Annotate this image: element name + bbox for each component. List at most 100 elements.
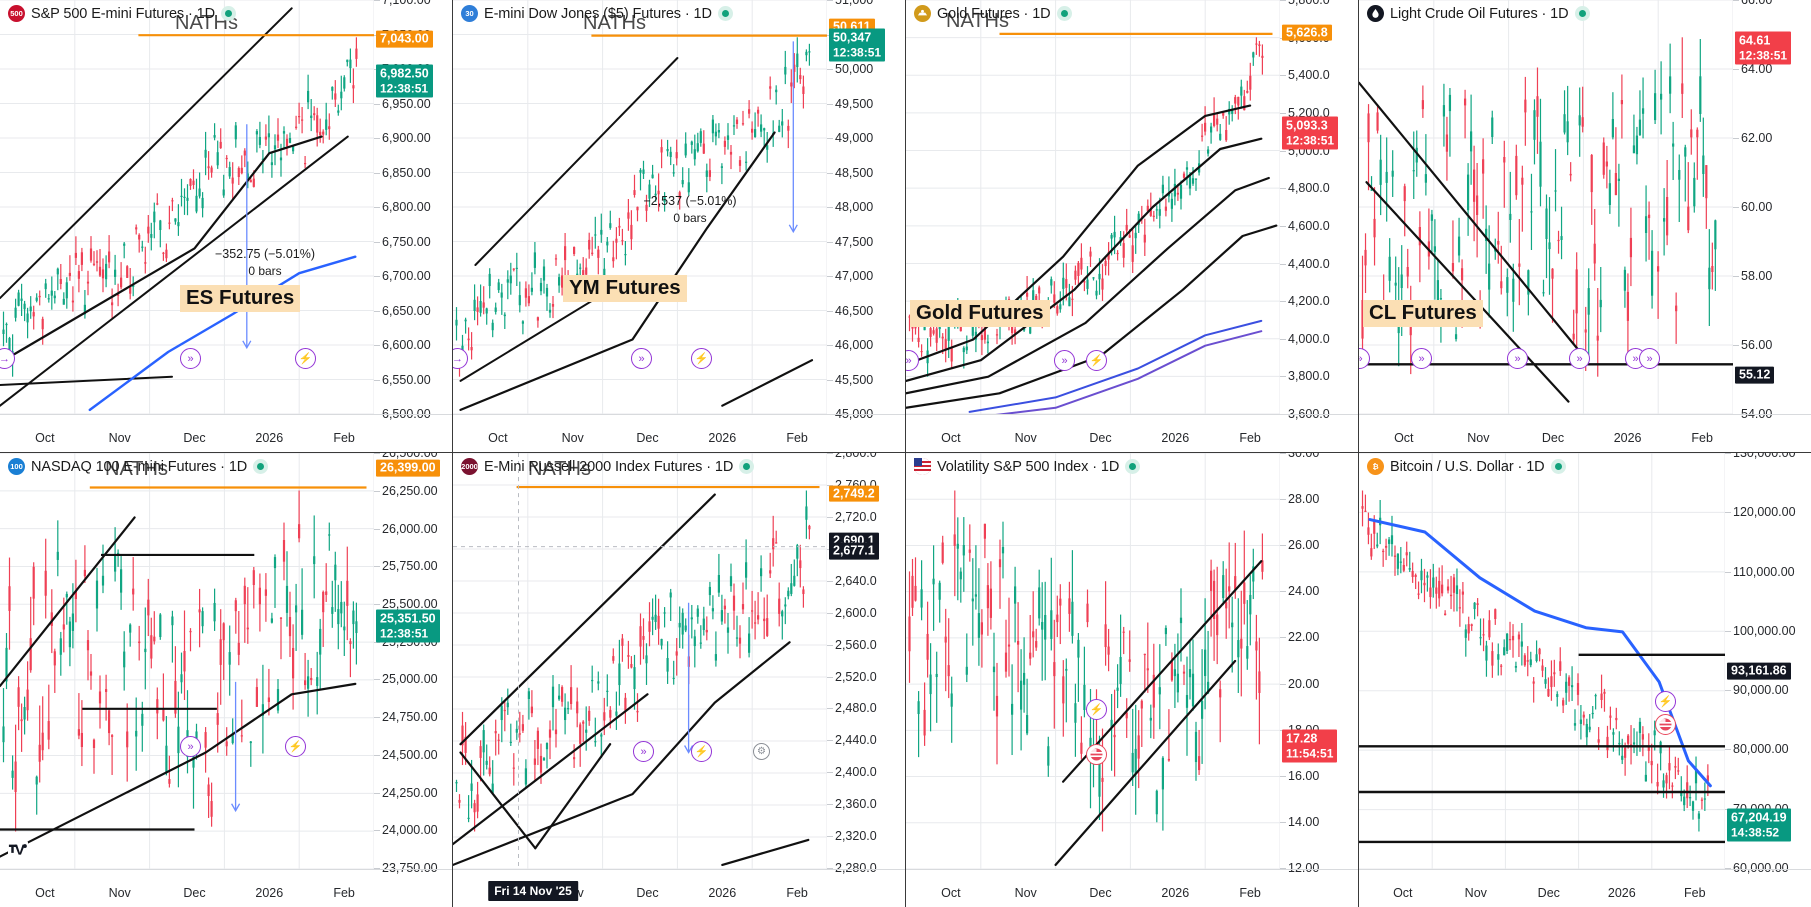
y-axis-tick: 90,000.00	[1725, 683, 1789, 697]
x-axis-vix[interactable]: Oct Nov Dec 2026 Feb	[906, 869, 1358, 907]
panel-title[interactable]: Gold Futures · 1D	[937, 5, 1051, 22]
y-axis-rty[interactable]: 2,800.02,760.02,720.02,680.02,640.02,600…	[827, 453, 905, 875]
x-axis-cl[interactable]: Oct Nov Dec 2026 Feb	[1359, 414, 1811, 452]
y-axis-btc[interactable]: 130,000.00 120,000.00 110,000.00 100,000.00…	[1725, 453, 1811, 875]
symbol-badge-icon: 30	[461, 5, 478, 22]
y-axis-cl[interactable]: 66.00 64.00 62.00 60.00 58.00 56.00 54.00 64.61…	[1733, 0, 1811, 421]
y-axis-tick: 48,500	[827, 166, 873, 180]
y-axis-tick: 24.00	[1280, 584, 1319, 598]
plot-area-nq[interactable]	[0, 453, 374, 869]
lightning-icon[interactable]: ⚡	[1655, 691, 1676, 712]
x-axis-ym[interactable]: Oct Nov Dec 2026 Feb	[453, 414, 905, 452]
fast-forward-icon[interactable]: »	[1054, 350, 1075, 371]
y-axis-tick: 4,200.0	[1280, 294, 1330, 308]
panel-title[interactable]: Light Crude Oil Futures · 1D	[1390, 5, 1569, 22]
naths-watermark: NATHs	[105, 458, 168, 480]
panel-title[interactable]: NASDAQ 100 E-mini Futures · 1D	[31, 458, 248, 475]
panel-header-cl[interactable]: Light Crude Oil Futures · 1D	[1367, 5, 1590, 22]
y-axis-vix[interactable]: 30.0028.0026.0024.0022.0020.0018.0016.00…	[1280, 453, 1358, 875]
market-status-icon	[1125, 459, 1141, 474]
market-status-icon	[1056, 6, 1072, 21]
fast-forward-icon[interactable]: »	[633, 741, 654, 762]
chart-panel-vix[interactable]: Volatility S&P 500 Index · 1DVIX30.0028.…	[906, 453, 1359, 907]
x-axis-tick: 2026	[1607, 886, 1636, 900]
y-axis-tick: 24,750.00	[374, 710, 438, 724]
y-axis-tick: 23,750.00	[374, 861, 438, 875]
panel-header-nq[interactable]: 100 NASDAQ 100 E-mini Futures · 1D	[8, 458, 269, 475]
x-axis-tick: Dec	[1089, 431, 1112, 445]
lightning-icon[interactable]: ⚡	[1086, 699, 1107, 720]
y-axis-tick: 4,800.0	[1280, 181, 1330, 195]
x-axis-es[interactable]: Oct Nov Dec 2026 Feb	[0, 414, 452, 452]
x-axis-nq[interactable]: Oct Nov Dec 2026 Feb	[0, 869, 452, 907]
measure-annotation: −2,537 (−5.01%) 0 bars	[643, 192, 736, 228]
y-axis-gc[interactable]: 5,800.05,600.05,400.05,200.05,000.04,800…	[1280, 0, 1358, 421]
fast-forward-icon[interactable]: »	[180, 736, 201, 757]
fast-forward-icon[interactable]: »	[631, 348, 652, 369]
y-axis-tick: 60,000.00	[1725, 861, 1789, 875]
lightning-icon[interactable]: ⚡	[295, 348, 316, 369]
plot-area-cl[interactable]	[1359, 0, 1733, 414]
panel-title[interactable]: E-mini Dow Jones ($5) Futures · 1D	[484, 5, 712, 22]
plot-area-btc[interactable]	[1359, 453, 1725, 869]
naths-watermark: NATHs	[946, 10, 1009, 32]
fast-forward-icon[interactable]: »	[1569, 348, 1590, 369]
panel-title[interactable]: Bitcoin / U.S. Dollar · 1D	[1390, 458, 1545, 475]
lightning-icon[interactable]: ⚡	[691, 741, 712, 762]
panel-header-gc[interactable]: Gold Futures · 1D	[914, 5, 1072, 22]
panel-header-ym[interactable]: 30 E-mini Dow Jones ($5) Futures · 1D	[461, 5, 733, 22]
x-axis-tick: Oct	[1393, 886, 1413, 900]
settings-icon[interactable]: ⚙	[753, 743, 770, 760]
x-axis-tick: Dec	[636, 886, 659, 900]
instrument-plate-label: YM Futures	[563, 275, 687, 302]
chart-panel-rty[interactable]: 2000 E-Mini Russell 2000 Index Futures · …	[453, 453, 906, 907]
chart-panel-gc[interactable]: Gold Futures · 1D NATHs Gold Futures 5,800.…	[906, 0, 1359, 453]
panel-header-es[interactable]: 500 S&P 500 E-mini Futures · 1D	[8, 5, 236, 22]
lightning-icon[interactable]: ⚡	[691, 348, 712, 369]
panel-header-rty[interactable]: 2000 E-Mini Russell 2000 Index Futures · …	[461, 458, 755, 475]
y-axis-tick: 6,650.00	[374, 304, 431, 318]
panel-header-vix[interactable]: Volatility S&P 500 Index · 1D	[914, 458, 1141, 475]
x-axis-gc[interactable]: Oct Nov Dec 2026 Feb	[906, 414, 1358, 452]
market-status-icon	[1574, 6, 1590, 21]
y-axis-tick: 5,200.0	[1280, 106, 1330, 120]
flag-icon[interactable]	[1655, 714, 1676, 735]
fast-forward-icon[interactable]: »	[1639, 348, 1660, 369]
x-axis-tick: Oct	[941, 431, 961, 445]
replay-icon[interactable]: →	[453, 348, 468, 369]
y-axis-tick: 62.00	[1733, 131, 1772, 145]
price-label-black: 2,677.1	[829, 542, 879, 560]
y-axis-nq[interactable]: 26,500.00 26,250.00 26,000.00 25,750.00 25,5…	[374, 453, 452, 875]
y-axis-es[interactable]: 7,100.007,050.007,000.006,950.006,900.00…	[374, 0, 452, 421]
panel-title[interactable]: Volatility S&P 500 Index · 1D	[937, 458, 1120, 475]
lightning-icon[interactable]: ⚡	[285, 736, 306, 757]
y-axis-ym[interactable]: 51,00050,50050,00049,50049,00048,50048,0…	[827, 0, 905, 421]
panel-title[interactable]: S&P 500 E-mini Futures · 1D	[31, 5, 215, 22]
y-axis-tick: 46,500	[827, 304, 873, 318]
flag-icon[interactable]	[1086, 744, 1107, 765]
y-axis-tick: 20.00	[1280, 677, 1319, 691]
market-status-icon	[739, 459, 755, 474]
measure-annotation: −352.75 (−5.01%) 0 bars	[215, 245, 315, 281]
x-axis-tick: Dec	[1537, 886, 1560, 900]
x-axis-tick: Dec	[1541, 431, 1565, 445]
fast-forward-icon[interactable]: »	[1411, 348, 1432, 369]
chart-panel-ym[interactable]: 30 E-mini Dow Jones ($5) Futures · 1D NATH…	[453, 0, 906, 453]
chart-panel-btc[interactable]: ₿Bitcoin / U.S. Dollar · 1DBTC/USD130,00…	[1359, 453, 1811, 907]
tradingview-logo-icon	[8, 841, 28, 861]
chart-panel-es[interactable]: 500 S&P 500 E-mini Futures · 1D NATHs ES Fu…	[0, 0, 453, 453]
plot-area-ym[interactable]	[453, 0, 827, 414]
fast-forward-icon[interactable]: »	[1507, 348, 1528, 369]
panel-header-btc[interactable]: ₿ Bitcoin / U.S. Dollar · 1D	[1367, 458, 1566, 475]
panel-title[interactable]: E-Mini Russell 2000 Index Futures · 1D	[484, 458, 734, 475]
plot-area-rty[interactable]	[453, 453, 827, 869]
replay-icon[interactable]: →	[0, 348, 15, 369]
x-axis-tick: Nov	[1467, 431, 1490, 445]
plot-area-vix[interactable]	[906, 453, 1280, 869]
fast-forward-icon[interactable]: »	[180, 348, 201, 369]
lightning-icon[interactable]: ⚡	[1086, 350, 1107, 371]
x-axis-tick: Oct	[1394, 431, 1414, 445]
x-axis-btc[interactable]: Oct Nov Dec 2026 Feb	[1359, 869, 1811, 907]
chart-panel-cl[interactable]: Light Crude Oil Futures · 1D CL Futures 66…	[1359, 0, 1811, 453]
